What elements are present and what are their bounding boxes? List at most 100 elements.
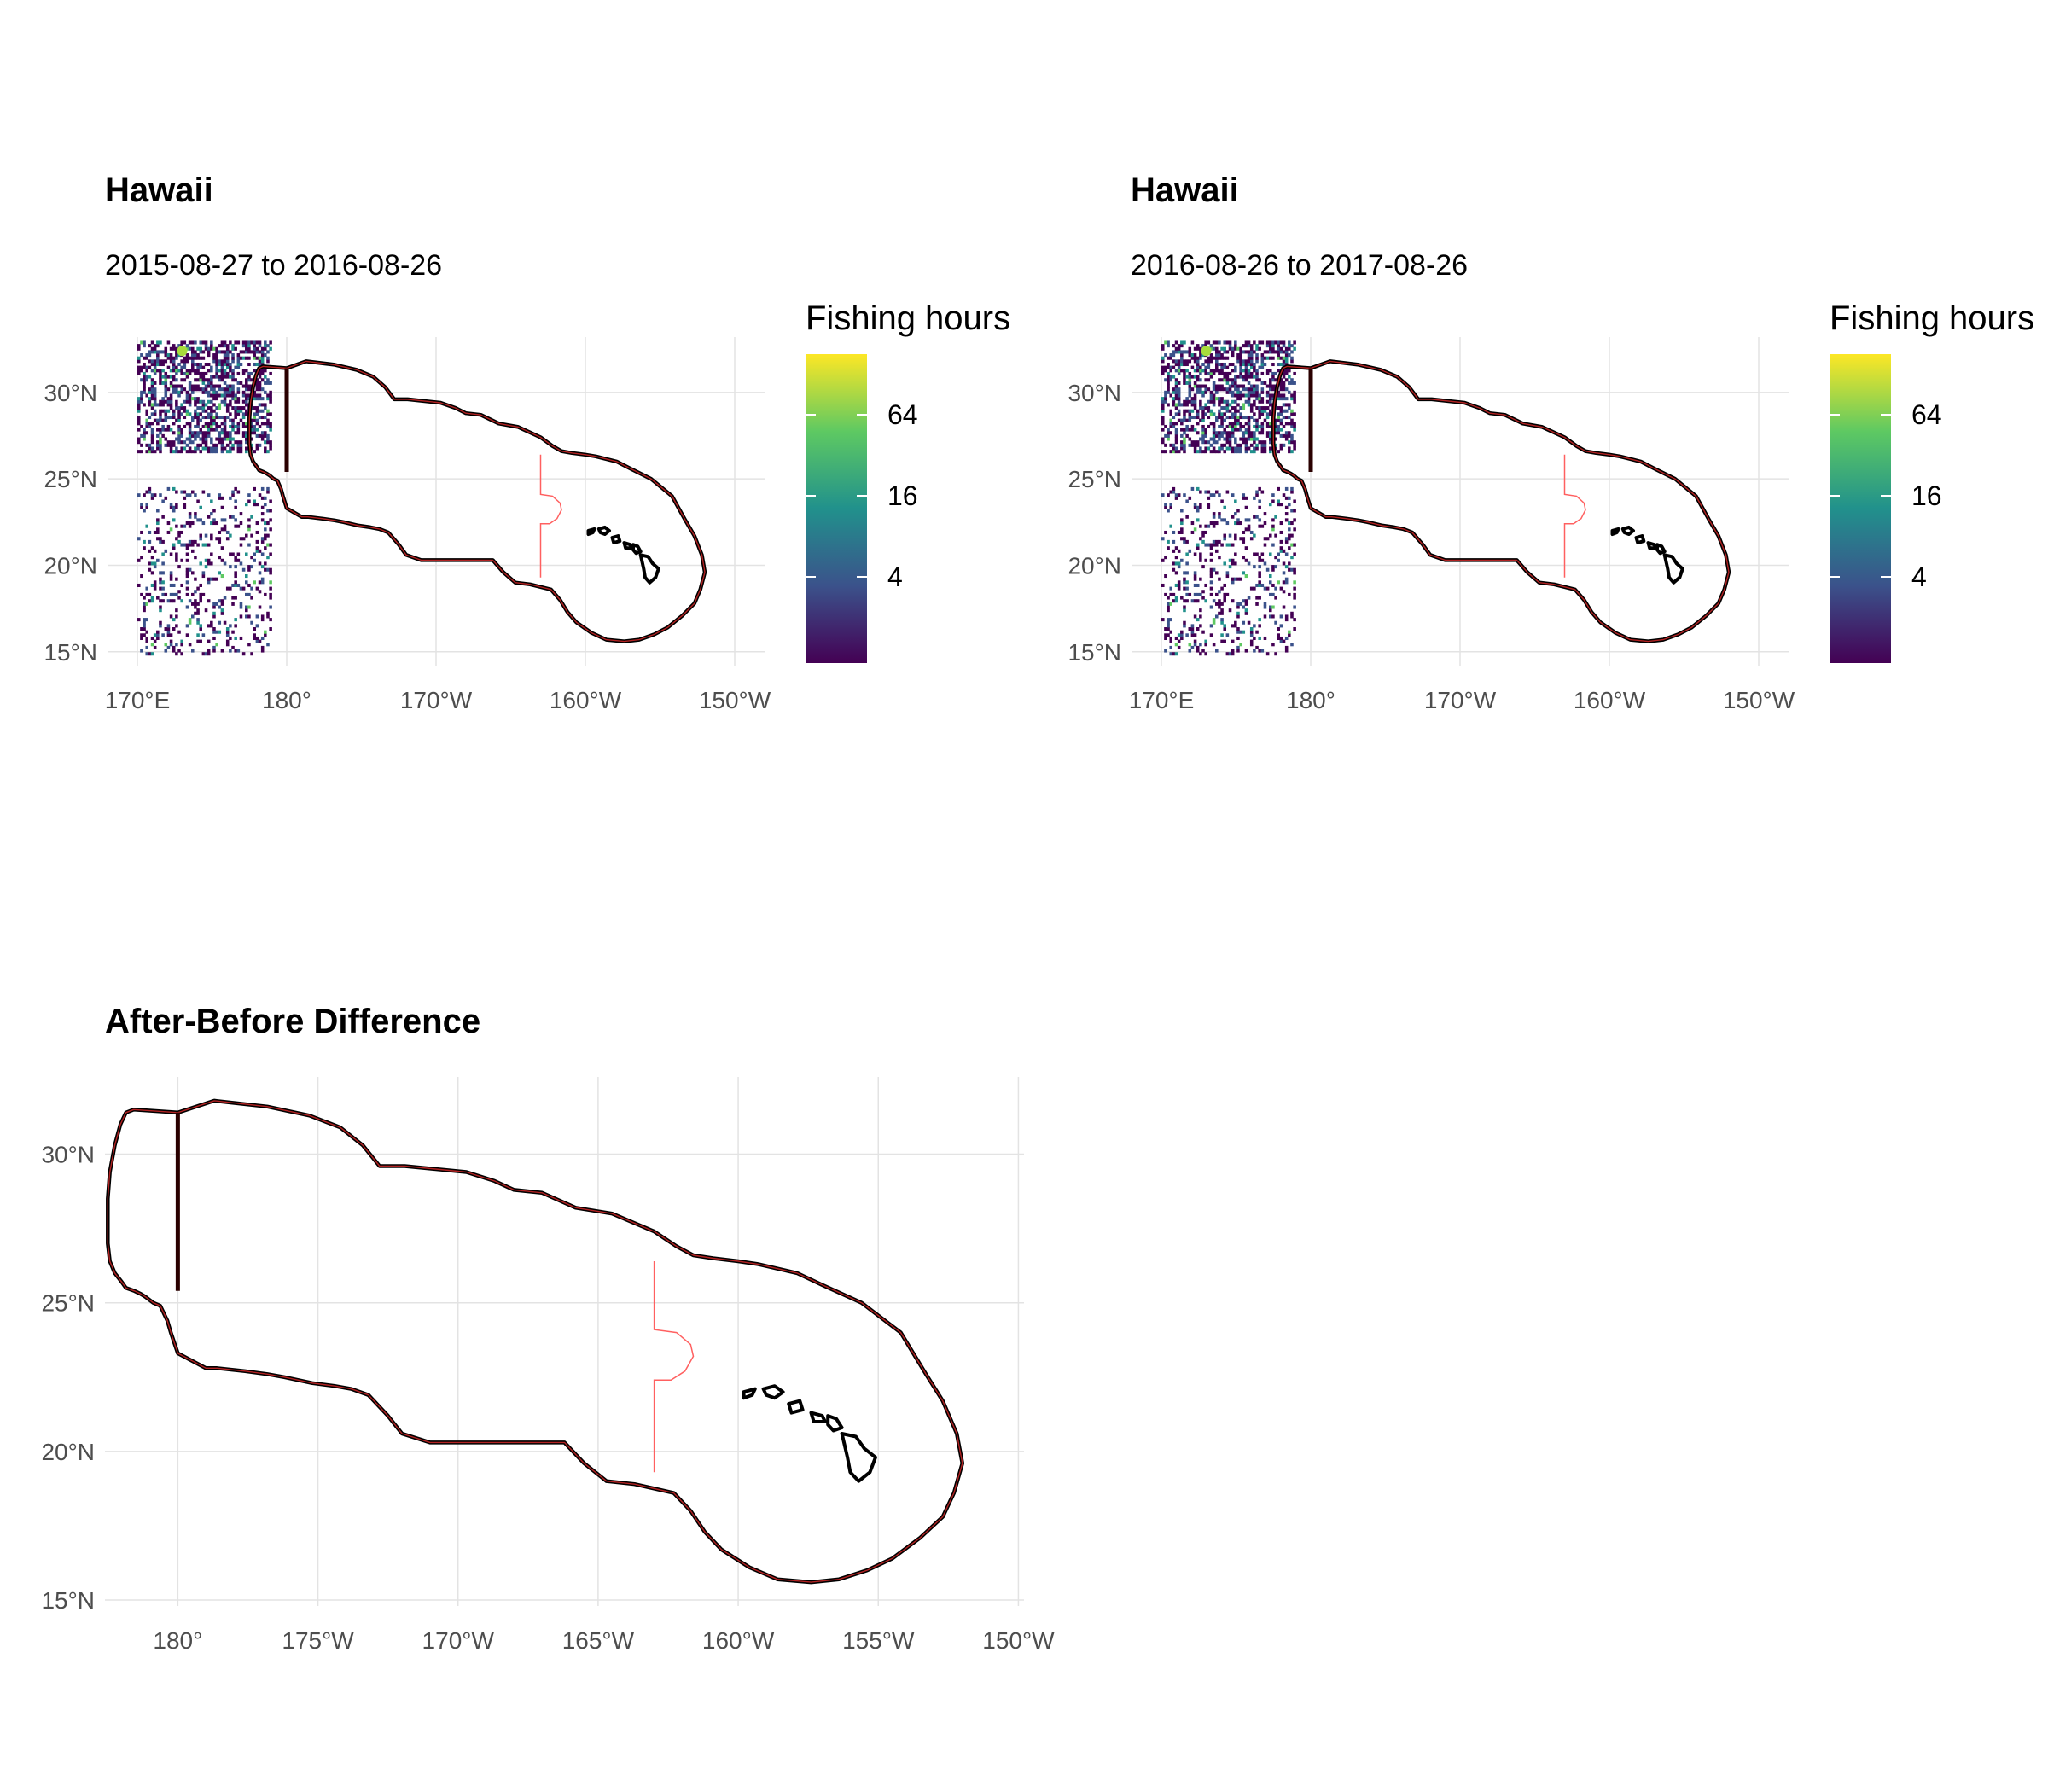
fishing-cell <box>1258 486 1261 491</box>
fishing-cell <box>140 574 143 579</box>
fishing-cell <box>223 397 227 401</box>
fishing-cell <box>1225 437 1230 441</box>
fishing-cell <box>1253 418 1256 422</box>
fishing-cell <box>1207 359 1211 364</box>
fishing-cell <box>210 428 213 432</box>
fishing-cell <box>172 505 176 509</box>
fishing-cell <box>1260 340 1265 345</box>
fishing-cell <box>177 565 181 569</box>
fishing-cell <box>1167 618 1170 622</box>
fishing-cell <box>194 431 197 435</box>
fishing-cell <box>199 583 202 587</box>
fishing-cell <box>1265 422 1270 426</box>
fishing-cell <box>166 599 171 603</box>
fishing-cell <box>247 356 251 360</box>
fishing-cell <box>1249 362 1254 367</box>
fishing-cell <box>145 586 148 591</box>
fishing-cell <box>191 415 195 420</box>
fishing-cell <box>1180 344 1184 348</box>
fishing-cell <box>204 344 208 348</box>
fishing-cell <box>223 446 227 451</box>
fishing-cell <box>264 527 267 532</box>
fishing-cell <box>247 493 251 497</box>
fishing-cell <box>1177 409 1181 413</box>
fishing-cell <box>1284 645 1289 649</box>
fishing-cell <box>1247 446 1251 451</box>
fishing-cell <box>255 433 259 438</box>
fishing-cell <box>148 390 152 394</box>
fishing-cell <box>191 433 195 438</box>
y-tick-label: 25°N <box>1068 466 1121 492</box>
fishing-cell <box>1242 431 1246 435</box>
fishing-cell <box>236 362 241 367</box>
fishing-cell <box>161 409 165 413</box>
fishing-cell <box>1288 415 1291 420</box>
fishing-cell <box>161 403 165 407</box>
fishing-cell <box>260 356 265 360</box>
fishing-cell <box>1164 574 1167 579</box>
fishing-cell <box>145 365 148 369</box>
fishing-cell <box>1196 390 1200 394</box>
fishing-cell <box>172 409 176 413</box>
fishing-cell <box>1218 515 1221 519</box>
fishing-cell <box>169 443 173 447</box>
fishing-cell <box>1218 340 1221 345</box>
fishing-cell <box>260 537 265 541</box>
fishing-cell <box>199 627 202 631</box>
fishing-cell <box>1274 424 1277 428</box>
fishing-cell <box>1220 353 1224 358</box>
fishing-cell <box>231 490 235 494</box>
fishing-cell <box>150 446 154 451</box>
fishing-cell <box>1274 596 1277 600</box>
fishing-cell <box>172 443 176 447</box>
fishing-cell <box>255 350 259 354</box>
fishing-cell <box>1247 387 1251 392</box>
fishing-cell <box>1188 387 1192 392</box>
fishing-cell <box>156 359 160 364</box>
fishing-cell <box>1161 558 1165 562</box>
fishing-cell <box>201 424 206 428</box>
island <box>840 1432 877 1483</box>
fishing-cell <box>183 490 187 494</box>
fishing-cell <box>150 450 154 454</box>
fishing-cell <box>266 509 270 513</box>
fishing-cell <box>156 443 160 447</box>
fishing-cell <box>153 381 157 385</box>
fishing-cell <box>258 403 262 407</box>
fishing-cell <box>229 533 232 538</box>
fishing-cell <box>1220 397 1224 401</box>
fishing-cell <box>1236 390 1240 394</box>
fishing-cell <box>143 371 146 375</box>
fishing-cell <box>183 406 187 410</box>
fishing-cell <box>236 583 241 587</box>
fishing-cell <box>150 340 154 345</box>
fishing-cell <box>1172 359 1176 364</box>
fishing-cell <box>183 356 187 360</box>
fishing-cell <box>1249 406 1254 410</box>
fishing-cell <box>191 387 195 392</box>
fishing-cell <box>159 371 162 375</box>
fishing-cell <box>1218 350 1221 354</box>
fishing-cell <box>264 353 267 358</box>
fishing-cell <box>153 387 157 392</box>
fishing-cell <box>185 409 189 413</box>
fishing-cell <box>1253 393 1256 398</box>
fishing-cell <box>234 518 237 522</box>
fishing-cell <box>231 393 235 398</box>
fishing-cell <box>1236 397 1240 401</box>
fishing-cell <box>266 381 270 385</box>
fishing-cell <box>1207 387 1211 392</box>
fishing-cell <box>1223 561 1226 566</box>
fishing-cell <box>1231 428 1235 432</box>
fishing-cell <box>258 384 262 388</box>
fishing-cell <box>1242 375 1246 379</box>
fishing-cell <box>199 596 202 600</box>
fishing-cell <box>159 608 162 613</box>
fishing-cell <box>1199 490 1202 494</box>
fishing-cell <box>1220 639 1224 643</box>
fishing-cell <box>1242 605 1246 609</box>
fishing-cell <box>220 505 224 509</box>
legend-colorbar <box>1830 354 1891 663</box>
fishing-cell <box>218 384 222 388</box>
fishing-cell <box>223 381 227 385</box>
